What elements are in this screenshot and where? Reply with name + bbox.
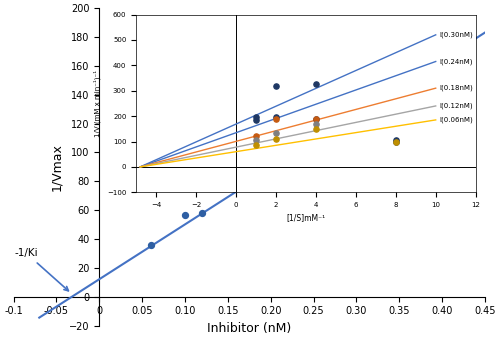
Point <box>181 212 189 217</box>
Point <box>250 179 258 184</box>
Point <box>216 179 224 184</box>
Point <box>146 242 154 248</box>
Point <box>352 85 360 90</box>
Point <box>310 85 318 90</box>
X-axis label: Inhibitor (nM): Inhibitor (nM) <box>207 322 292 335</box>
Point <box>198 210 206 216</box>
Text: -1/Ki: -1/Ki <box>14 248 68 291</box>
Point <box>266 157 274 162</box>
Y-axis label: 1/Vmax: 1/Vmax <box>50 143 64 191</box>
